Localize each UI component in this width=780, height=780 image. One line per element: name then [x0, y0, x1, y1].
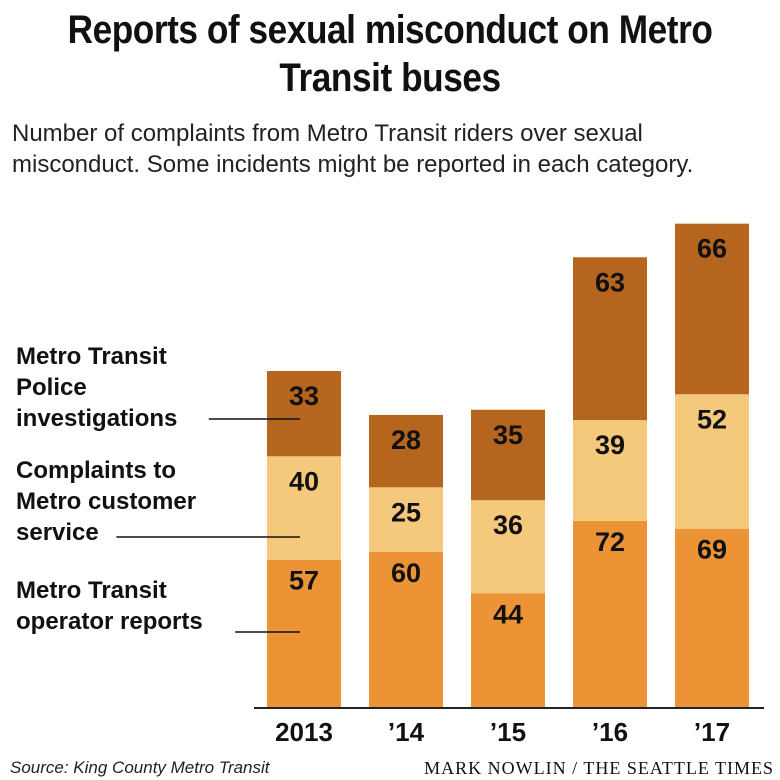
data-label: 60: [391, 558, 421, 588]
legend-label: Metro customer: [16, 488, 196, 515]
x-tick-label: ’16: [592, 717, 628, 747]
data-label: 25: [391, 497, 421, 527]
data-label: 66: [697, 234, 727, 264]
legend-label: Metro Transit: [16, 577, 167, 604]
legend-label: investigations: [16, 405, 177, 432]
legend-label: Complaints to: [16, 457, 176, 484]
data-label: 72: [595, 527, 625, 557]
chart-subtitle: Number of complaints from Metro Transit …: [12, 120, 694, 178]
x-tick-label: 2013: [275, 717, 333, 747]
bar-segment: [573, 257, 647, 421]
data-label: 40: [289, 466, 319, 496]
bar-segment: [471, 593, 545, 707]
bar-segment: [369, 551, 443, 707]
bar-segment: [267, 371, 341, 457]
source-note: Source: King County Metro Transit: [10, 758, 270, 777]
legend-label: Metro Transit: [16, 343, 167, 370]
x-tick-label: ’14: [388, 717, 425, 747]
credit-line: MARK NOWLIN / THE SEATTLE TIMES: [424, 758, 774, 778]
data-label: 69: [697, 535, 727, 565]
bar-segment: [267, 456, 341, 560]
bar-segment: [471, 409, 545, 501]
legend-label: service: [16, 519, 99, 546]
bar-segment: [267, 559, 341, 707]
legend-label: operator reports: [16, 608, 203, 635]
x-tick-label: ’15: [490, 717, 526, 747]
data-label: 52: [697, 404, 727, 434]
data-label: 35: [493, 420, 523, 450]
chart-title: Reports of sexual misconduct on Metro Tr…: [67, 8, 713, 100]
legend-label: Police: [16, 374, 87, 401]
bar-segment: [369, 414, 443, 488]
data-label: 57: [289, 566, 319, 596]
x-tick-label: ’17: [694, 717, 730, 747]
data-label: 28: [391, 425, 421, 455]
data-label: 39: [595, 430, 625, 460]
bar-segment: [573, 520, 647, 707]
bar-segment: [675, 528, 749, 707]
bar-segment: [675, 394, 749, 529]
bar-segment: [369, 487, 443, 552]
bar-segment: [675, 223, 749, 395]
bar-segment: [573, 420, 647, 521]
data-label: 63: [595, 267, 625, 297]
data-label: 36: [493, 510, 523, 540]
bar-segment: [471, 500, 545, 594]
data-label: 33: [289, 381, 319, 411]
data-label: 44: [493, 599, 523, 629]
